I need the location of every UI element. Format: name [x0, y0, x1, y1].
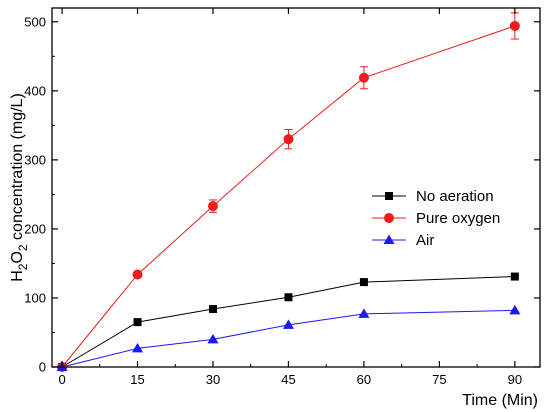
data-point-no-aeration	[510, 272, 519, 281]
x-tick-label: 75	[432, 372, 446, 387]
data-point-pure-oxygen	[283, 134, 294, 145]
data-point-air	[207, 333, 219, 344]
data-point-pure-oxygen	[132, 269, 143, 280]
data-point-air	[282, 319, 294, 329]
x-tick-label: 15	[130, 372, 144, 387]
data-point-air	[509, 304, 521, 315]
y-tick-label: 0	[39, 360, 46, 375]
x-axis-title: Time (Min)	[462, 392, 538, 409]
y-axis-title: H2O2 concentration (mg/L)	[9, 93, 30, 282]
data-point-pure-oxygen	[358, 72, 369, 83]
x-tick-label: 30	[206, 372, 220, 387]
x-tick-label: 60	[357, 372, 371, 387]
data-point-air	[132, 342, 144, 353]
y-tick-label: 200	[24, 221, 46, 236]
data-point-air	[358, 308, 370, 318]
legend-label-no-aeration: No aeration	[416, 188, 494, 205]
legend-label-pure-oxygen: Pure oxygen	[416, 210, 500, 227]
legend-label-air: Air	[416, 232, 434, 249]
y-tick-label: 300	[24, 152, 46, 167]
y-tick-label: 400	[24, 83, 46, 98]
x-tick-label: 0	[58, 372, 65, 387]
y-tick-label: 100	[24, 290, 46, 305]
legend-marker-air	[383, 234, 395, 244]
plot-frame	[51, 7, 541, 368]
series-line-no-aeration	[61, 276, 515, 368]
x-tick-label: 90	[508, 372, 522, 387]
series-line-pure-oxygen	[61, 25, 516, 368]
legend-marker-pure-oxygen	[384, 213, 394, 223]
data-point-no-aeration	[359, 278, 368, 287]
data-point-no-aeration	[208, 305, 217, 314]
data-point-no-aeration	[284, 293, 293, 302]
data-point-pure-oxygen	[207, 201, 218, 212]
series-line-air	[61, 309, 515, 368]
data-point-no-aeration	[133, 318, 142, 327]
data-point-pure-oxygen	[509, 20, 520, 31]
x-tick-label: 45	[281, 372, 295, 387]
y-tick-label: 500	[24, 14, 46, 29]
legend-marker-no-aeration	[385, 192, 393, 200]
